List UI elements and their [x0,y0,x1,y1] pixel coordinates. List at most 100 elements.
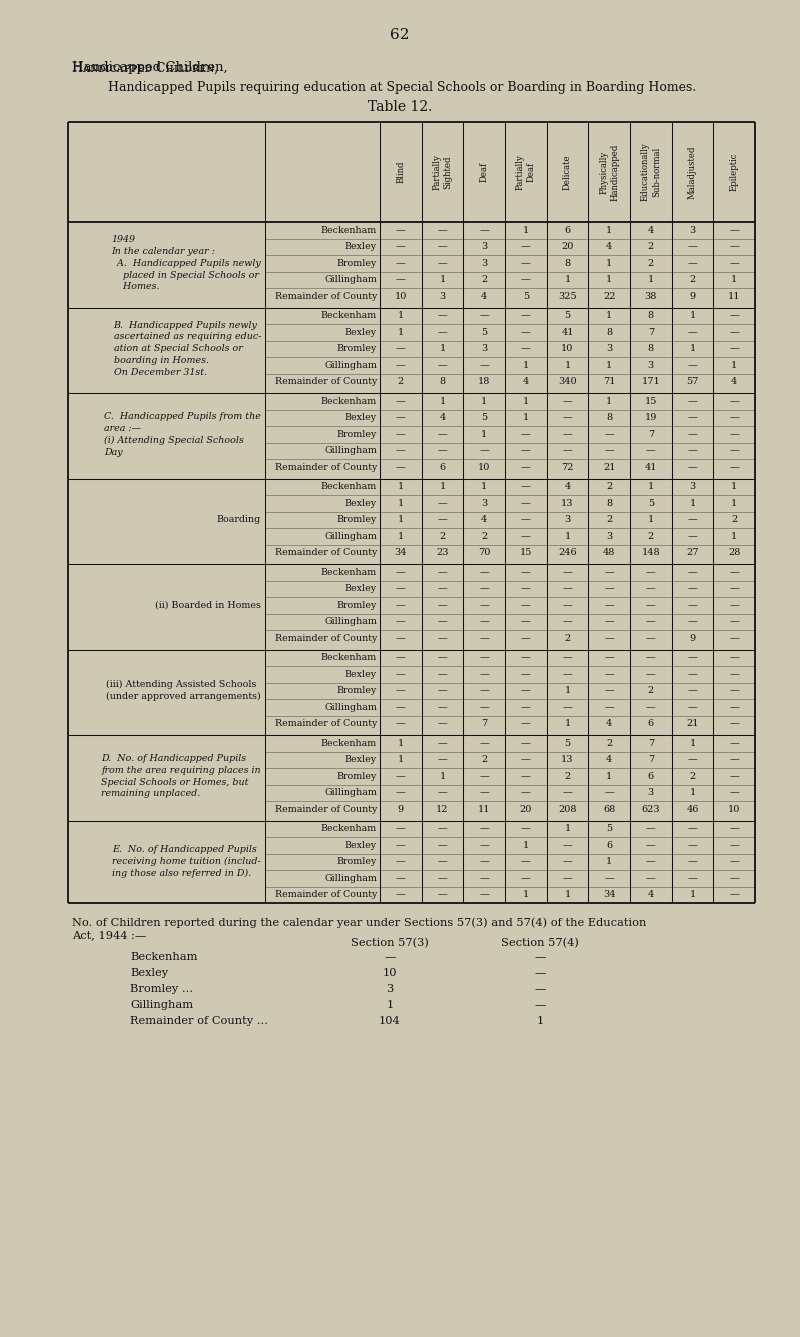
Text: Maladjusted: Maladjusted [688,146,697,199]
Text: —: — [479,634,489,643]
Text: 3: 3 [606,344,612,353]
Text: Gillingham: Gillingham [324,275,377,285]
Text: (ii) Boarded in Homes: (ii) Boarded in Homes [155,600,261,610]
Text: —: — [521,824,530,833]
Text: Epileptic: Epileptic [730,152,738,191]
Text: Beckenham: Beckenham [321,739,377,747]
Text: —: — [479,361,489,370]
Text: 3: 3 [481,344,487,353]
Text: —: — [521,463,530,472]
Text: 1: 1 [731,361,738,370]
Text: 34: 34 [603,890,615,900]
Text: 15: 15 [520,548,532,558]
Text: Gillingham: Gillingham [130,1000,193,1009]
Text: 148: 148 [642,548,660,558]
Text: Deaf: Deaf [480,162,489,182]
Text: —: — [396,361,406,370]
Text: —: — [396,568,406,576]
Text: —: — [438,654,447,662]
Text: 2: 2 [648,686,654,695]
Text: 2: 2 [481,532,487,540]
Text: —: — [479,686,489,695]
Text: —: — [438,824,447,833]
Text: —: — [646,600,656,610]
Text: —: — [521,789,530,797]
Text: —: — [521,499,530,508]
Text: 1: 1 [606,361,612,370]
Text: —: — [479,739,489,747]
Text: —: — [438,874,447,882]
Text: —: — [438,242,447,251]
Text: —: — [562,447,572,456]
Text: 4: 4 [439,413,446,422]
Text: 38: 38 [645,291,657,301]
Text: —: — [438,686,447,695]
Text: 2: 2 [439,532,446,540]
Text: —: — [396,789,406,797]
Text: Remainder of County: Remainder of County [274,890,377,900]
Text: 1: 1 [386,1000,394,1009]
Text: —: — [688,755,698,765]
Text: Beckenham: Beckenham [321,483,377,491]
Text: —: — [562,413,572,422]
Text: —: — [730,634,739,643]
Text: —: — [438,703,447,711]
Text: Delicate: Delicate [563,154,572,190]
Text: 10: 10 [478,463,490,472]
Text: —: — [688,397,698,405]
Text: 1: 1 [564,719,570,729]
Text: 1: 1 [564,824,570,833]
Text: 48: 48 [603,548,615,558]
Text: —: — [438,361,447,370]
Text: 4: 4 [606,719,612,729]
Text: —: — [604,703,614,711]
Text: 1: 1 [522,413,529,422]
Text: 1: 1 [522,226,529,235]
Text: 1: 1 [731,499,738,508]
Text: 21: 21 [686,719,698,729]
Text: —: — [479,670,489,679]
Text: —: — [521,328,530,337]
Text: No. of Children reported during the calendar year under Sections 57(3) and 57(4): No. of Children reported during the cale… [72,917,646,928]
Text: 1: 1 [536,1016,544,1025]
Text: —: — [521,584,530,594]
Text: 1: 1 [606,259,612,267]
Text: Bromley: Bromley [337,600,377,610]
Text: —: — [730,841,739,850]
Text: 1: 1 [481,429,487,439]
Text: —: — [688,654,698,662]
Text: —: — [646,703,656,711]
Text: Gillingham: Gillingham [324,361,377,370]
Text: —: — [534,968,546,977]
Text: 2: 2 [606,515,612,524]
Text: 8: 8 [648,312,654,321]
Text: —: — [646,584,656,594]
Text: 1: 1 [439,344,446,353]
Text: —: — [730,874,739,882]
Text: —: — [604,447,614,456]
Text: 1: 1 [522,890,529,900]
Text: 4: 4 [606,242,612,251]
Text: 3: 3 [606,532,612,540]
Text: —: — [438,890,447,900]
Text: Bexley: Bexley [130,968,168,977]
Text: 4: 4 [564,483,570,491]
Text: D.  No. of Handicapped Pupils
from the area requiring places in
Special Schools : D. No. of Handicapped Pupils from the ar… [102,754,261,798]
Text: —: — [604,584,614,594]
Text: —: — [521,259,530,267]
Text: 1: 1 [398,483,404,491]
Text: —: — [730,789,739,797]
Text: 3: 3 [439,291,446,301]
Text: 1: 1 [690,890,696,900]
Text: Handicapped Children,: Handicapped Children, [72,62,228,75]
Text: 23: 23 [436,548,449,558]
Text: —: — [438,600,447,610]
Text: 6: 6 [439,463,446,472]
Text: —: — [396,600,406,610]
Text: —: — [730,226,739,235]
Text: —: — [730,670,739,679]
Text: —: — [562,703,572,711]
Text: —: — [438,670,447,679]
Text: —: — [479,600,489,610]
Text: 623: 623 [642,805,660,814]
